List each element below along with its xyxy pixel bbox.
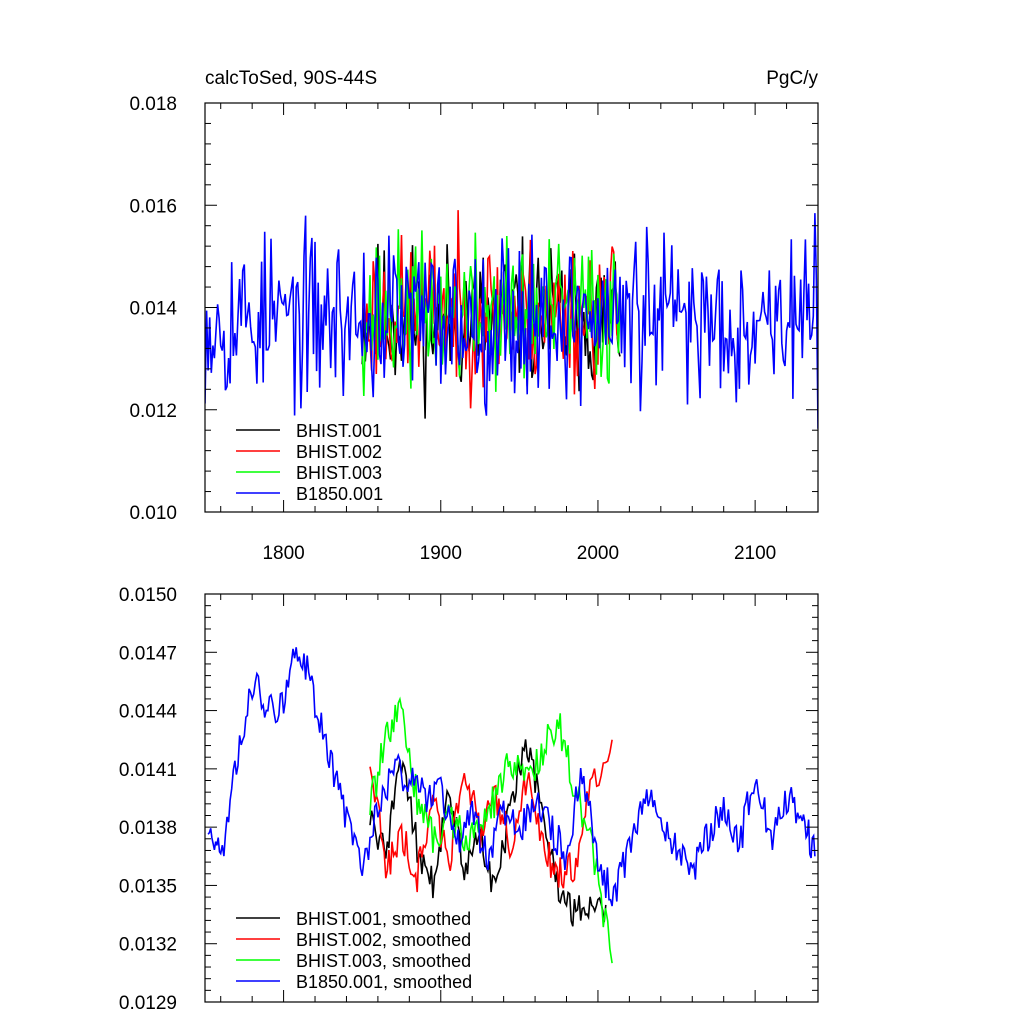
- series-line-2: [369, 739, 613, 893]
- legend-label: BHIST.001, smoothed: [296, 909, 471, 929]
- legend-label: BHIST.001: [296, 421, 382, 441]
- series-line-1: [369, 739, 607, 927]
- figure-title-left: calcToSed, 90S-44S: [205, 68, 377, 89]
- y-tick-label: 0.0144: [119, 702, 178, 723]
- y-tick-label: 0.014: [129, 299, 177, 320]
- y-tick-label: 0.0129: [119, 993, 177, 1014]
- y-tick-label: 0.0132: [119, 935, 177, 956]
- legend-label: BHIST.003: [296, 463, 382, 483]
- bottom-panel: 0.0129 0.0132 0.0135 0.0138 0.0141 0.0144 0.01…: [119, 585, 819, 1014]
- y-tick-label: 0.0141: [119, 760, 177, 781]
- x-tick-label: 2000: [577, 543, 619, 564]
- legend-label: BHIST.002: [296, 442, 382, 462]
- legend-label: B1850.001, smoothed: [296, 972, 472, 992]
- legend-label: BHIST.002, smoothed: [296, 930, 471, 950]
- x-tick-label: 2100: [734, 543, 776, 564]
- y-tick-label: 0.0150: [119, 585, 177, 606]
- x-tick-label: 1900: [420, 543, 462, 564]
- top-panel: 0.010 0.012 0.014 0.016 0.018 1800 1900 2000 210…: [129, 94, 819, 564]
- legend-label: BHIST.003, smoothed: [296, 951, 471, 971]
- y-tick-label: 0.0135: [119, 876, 177, 897]
- series-line-3: [369, 696, 613, 964]
- legend-label: B1850.001: [296, 484, 383, 504]
- series-line-4: [207, 647, 816, 907]
- figure-title-right: PgC/y: [766, 68, 818, 89]
- plot-frame: [204, 593, 819, 1003]
- y-tick-label: 0.016: [129, 196, 177, 217]
- series-line-4: [205, 213, 818, 429]
- x-tick-label: 1800: [262, 543, 304, 564]
- y-tick-label: 0.012: [129, 401, 177, 422]
- y-tick-label: 0.018: [129, 94, 177, 115]
- y-tick-label: 0.0138: [119, 818, 177, 839]
- y-tick-label: 0.0147: [119, 643, 177, 664]
- y-tick-label: 0.010: [129, 503, 177, 524]
